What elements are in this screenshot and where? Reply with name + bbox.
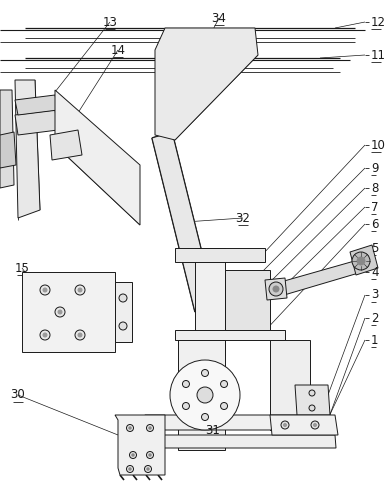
Text: 10: 10	[371, 138, 386, 151]
Circle shape	[221, 402, 228, 409]
Circle shape	[197, 387, 213, 403]
Text: 6: 6	[371, 217, 378, 230]
Circle shape	[129, 451, 136, 458]
Circle shape	[127, 424, 133, 431]
Circle shape	[281, 421, 289, 429]
Polygon shape	[175, 330, 285, 340]
Text: 8: 8	[371, 181, 378, 194]
Circle shape	[311, 421, 319, 429]
Polygon shape	[15, 80, 40, 218]
Text: 5: 5	[371, 241, 378, 255]
Circle shape	[75, 285, 85, 295]
Circle shape	[273, 286, 279, 292]
Polygon shape	[295, 385, 330, 415]
Circle shape	[129, 427, 131, 429]
Polygon shape	[55, 90, 140, 225]
Circle shape	[119, 322, 127, 330]
Text: 32: 32	[235, 211, 251, 224]
Circle shape	[43, 333, 47, 337]
Polygon shape	[175, 248, 265, 262]
Circle shape	[40, 330, 50, 340]
Polygon shape	[0, 90, 14, 188]
Circle shape	[183, 402, 190, 409]
Circle shape	[314, 423, 316, 426]
Circle shape	[201, 370, 208, 376]
Circle shape	[43, 288, 47, 292]
Circle shape	[309, 405, 315, 411]
Text: 31: 31	[206, 423, 221, 436]
Text: 13: 13	[102, 16, 117, 29]
Polygon shape	[50, 130, 82, 160]
Polygon shape	[0, 132, 16, 168]
Circle shape	[352, 252, 370, 270]
Polygon shape	[195, 248, 225, 355]
Polygon shape	[265, 278, 287, 300]
Polygon shape	[145, 415, 322, 430]
Circle shape	[221, 380, 228, 387]
Text: 12: 12	[371, 16, 386, 29]
Circle shape	[132, 454, 134, 456]
Text: 7: 7	[371, 200, 378, 213]
Circle shape	[55, 307, 65, 317]
Circle shape	[75, 330, 85, 340]
Text: 15: 15	[14, 262, 29, 275]
Circle shape	[149, 454, 151, 456]
Polygon shape	[270, 260, 362, 298]
Circle shape	[147, 451, 154, 458]
Circle shape	[147, 424, 154, 431]
Circle shape	[119, 294, 127, 302]
Circle shape	[149, 427, 151, 429]
Circle shape	[127, 465, 133, 472]
Text: 2: 2	[371, 312, 378, 325]
Circle shape	[183, 380, 190, 387]
Circle shape	[40, 285, 50, 295]
Text: 9: 9	[371, 161, 378, 174]
Polygon shape	[115, 282, 132, 342]
Text: 30: 30	[11, 388, 25, 401]
Polygon shape	[155, 28, 258, 140]
Polygon shape	[152, 132, 215, 312]
Circle shape	[357, 257, 365, 265]
Polygon shape	[115, 415, 165, 475]
Circle shape	[269, 282, 283, 296]
Circle shape	[78, 333, 82, 337]
Circle shape	[58, 310, 62, 314]
Circle shape	[145, 465, 151, 472]
Text: 34: 34	[212, 12, 226, 25]
Text: 1: 1	[371, 334, 378, 347]
Circle shape	[129, 468, 131, 470]
Circle shape	[309, 390, 315, 396]
Circle shape	[170, 360, 240, 430]
Polygon shape	[225, 270, 270, 330]
Polygon shape	[15, 95, 58, 115]
Text: 3: 3	[371, 289, 378, 302]
Polygon shape	[15, 110, 58, 135]
Text: 11: 11	[371, 49, 386, 62]
Polygon shape	[350, 245, 378, 275]
Polygon shape	[270, 340, 310, 430]
Circle shape	[283, 423, 287, 426]
Polygon shape	[178, 340, 225, 450]
Polygon shape	[270, 415, 338, 435]
Polygon shape	[22, 272, 115, 352]
Circle shape	[78, 288, 82, 292]
Circle shape	[201, 413, 208, 420]
Circle shape	[147, 468, 149, 470]
Text: 14: 14	[111, 44, 126, 57]
Text: 4: 4	[371, 266, 378, 279]
Polygon shape	[145, 435, 336, 448]
